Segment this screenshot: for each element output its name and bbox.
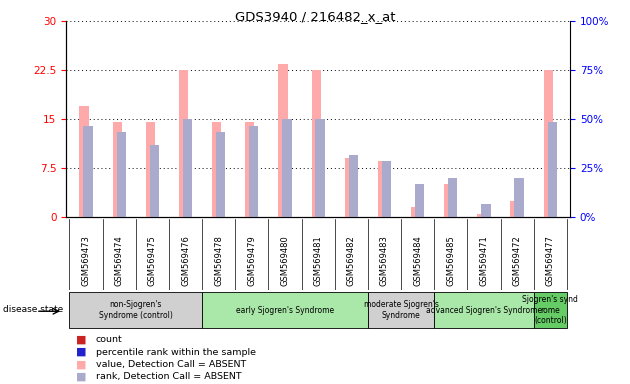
Text: GSM569482: GSM569482 <box>346 236 356 286</box>
Text: ■: ■ <box>76 335 86 345</box>
Bar <box>117 132 126 217</box>
Bar <box>415 184 424 217</box>
Text: GSM569476: GSM569476 <box>181 235 190 286</box>
Text: GSM569473: GSM569473 <box>81 235 91 286</box>
Bar <box>378 162 387 217</box>
Text: GSM569480: GSM569480 <box>280 236 290 286</box>
Bar <box>368 292 434 328</box>
Text: GSM569485: GSM569485 <box>446 236 455 286</box>
Text: ■: ■ <box>76 372 86 382</box>
Bar <box>382 162 391 217</box>
Text: early Sjogren's Syndrome: early Sjogren's Syndrome <box>236 306 334 314</box>
Text: GSM569478: GSM569478 <box>214 235 223 286</box>
Text: GDS3940 / 216482_x_at: GDS3940 / 216482_x_at <box>235 10 395 23</box>
Text: value, Detection Call = ABSENT: value, Detection Call = ABSENT <box>96 360 246 369</box>
Text: GSM569479: GSM569479 <box>248 236 256 286</box>
Text: ■: ■ <box>76 359 86 369</box>
Bar <box>444 184 454 217</box>
Bar <box>434 292 534 328</box>
Bar <box>216 132 226 217</box>
Bar <box>481 204 491 217</box>
Bar <box>544 70 553 217</box>
Text: GSM569472: GSM569472 <box>513 236 522 286</box>
Text: advanced Sjogren's Syndrome: advanced Sjogren's Syndrome <box>426 306 542 314</box>
Text: GSM569474: GSM569474 <box>115 236 123 286</box>
Bar <box>478 214 486 217</box>
Text: GSM569483: GSM569483 <box>380 235 389 286</box>
Bar <box>348 155 358 217</box>
Text: rank, Detection Call = ABSENT: rank, Detection Call = ABSENT <box>96 372 241 381</box>
Text: GSM569471: GSM569471 <box>479 236 488 286</box>
Text: disease state: disease state <box>3 305 64 314</box>
Bar <box>282 119 292 217</box>
Text: percentile rank within the sample: percentile rank within the sample <box>96 348 256 357</box>
Bar <box>411 207 420 217</box>
Text: ■: ■ <box>76 347 86 357</box>
Text: non-Sjogren's
Syndrome (control): non-Sjogren's Syndrome (control) <box>99 300 173 320</box>
Text: GSM569481: GSM569481 <box>314 236 323 286</box>
Bar <box>345 158 354 217</box>
Bar <box>316 119 325 217</box>
Bar <box>183 119 192 217</box>
Bar <box>278 64 288 217</box>
Text: GSM569484: GSM569484 <box>413 236 422 286</box>
Bar <box>245 122 255 217</box>
Text: Sjogren's synd
rome
(control): Sjogren's synd rome (control) <box>522 295 578 325</box>
Text: moderate Sjogren's
Syndrome: moderate Sjogren's Syndrome <box>364 300 438 320</box>
Bar <box>79 106 89 217</box>
Bar <box>547 122 557 217</box>
Bar <box>311 70 321 217</box>
Bar <box>146 122 155 217</box>
Bar <box>83 126 93 217</box>
Text: GSM569475: GSM569475 <box>148 236 157 286</box>
Bar <box>534 292 567 328</box>
Bar <box>448 178 457 217</box>
Bar <box>249 126 258 217</box>
Bar <box>212 122 221 217</box>
Bar <box>515 178 524 217</box>
Bar <box>69 292 202 328</box>
Bar <box>202 292 368 328</box>
Bar <box>113 122 122 217</box>
Text: GSM569477: GSM569477 <box>546 235 555 286</box>
Bar <box>150 145 159 217</box>
Text: count: count <box>96 335 122 344</box>
Bar <box>510 201 520 217</box>
Bar <box>179 70 188 217</box>
